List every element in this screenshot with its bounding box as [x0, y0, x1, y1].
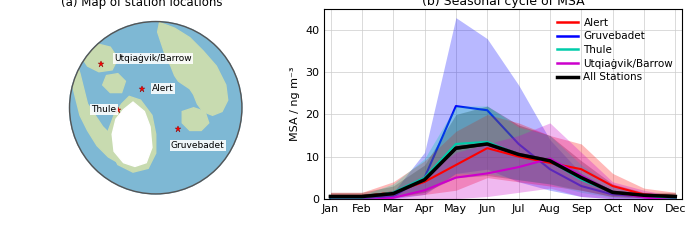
Polygon shape [80, 43, 118, 72]
Text: (a) Map of station locations: (a) Map of station locations [61, 0, 223, 9]
Text: Utqiaġvik/Barrow: Utqiaġvik/Barrow [114, 54, 192, 63]
Polygon shape [103, 74, 125, 93]
Polygon shape [108, 96, 155, 172]
Text: Gruvebadet: Gruvebadet [171, 141, 225, 150]
Circle shape [70, 21, 242, 194]
Text: Alert: Alert [152, 84, 174, 93]
Polygon shape [190, 77, 205, 89]
Y-axis label: MSA / ng m⁻³: MSA / ng m⁻³ [290, 67, 300, 141]
Polygon shape [68, 62, 125, 164]
Text: Thule: Thule [91, 105, 116, 114]
Polygon shape [182, 108, 209, 131]
Polygon shape [158, 22, 227, 115]
Legend: Alert, Gruvebadet, Thule, Utqiaġvik/Barrow, All Stations: Alert, Gruvebadet, Thule, Utqiaġvik/Barr… [554, 15, 676, 85]
Title: (b) Seasonal cycle of MSA: (b) Seasonal cycle of MSA [421, 0, 584, 8]
Polygon shape [112, 102, 152, 167]
